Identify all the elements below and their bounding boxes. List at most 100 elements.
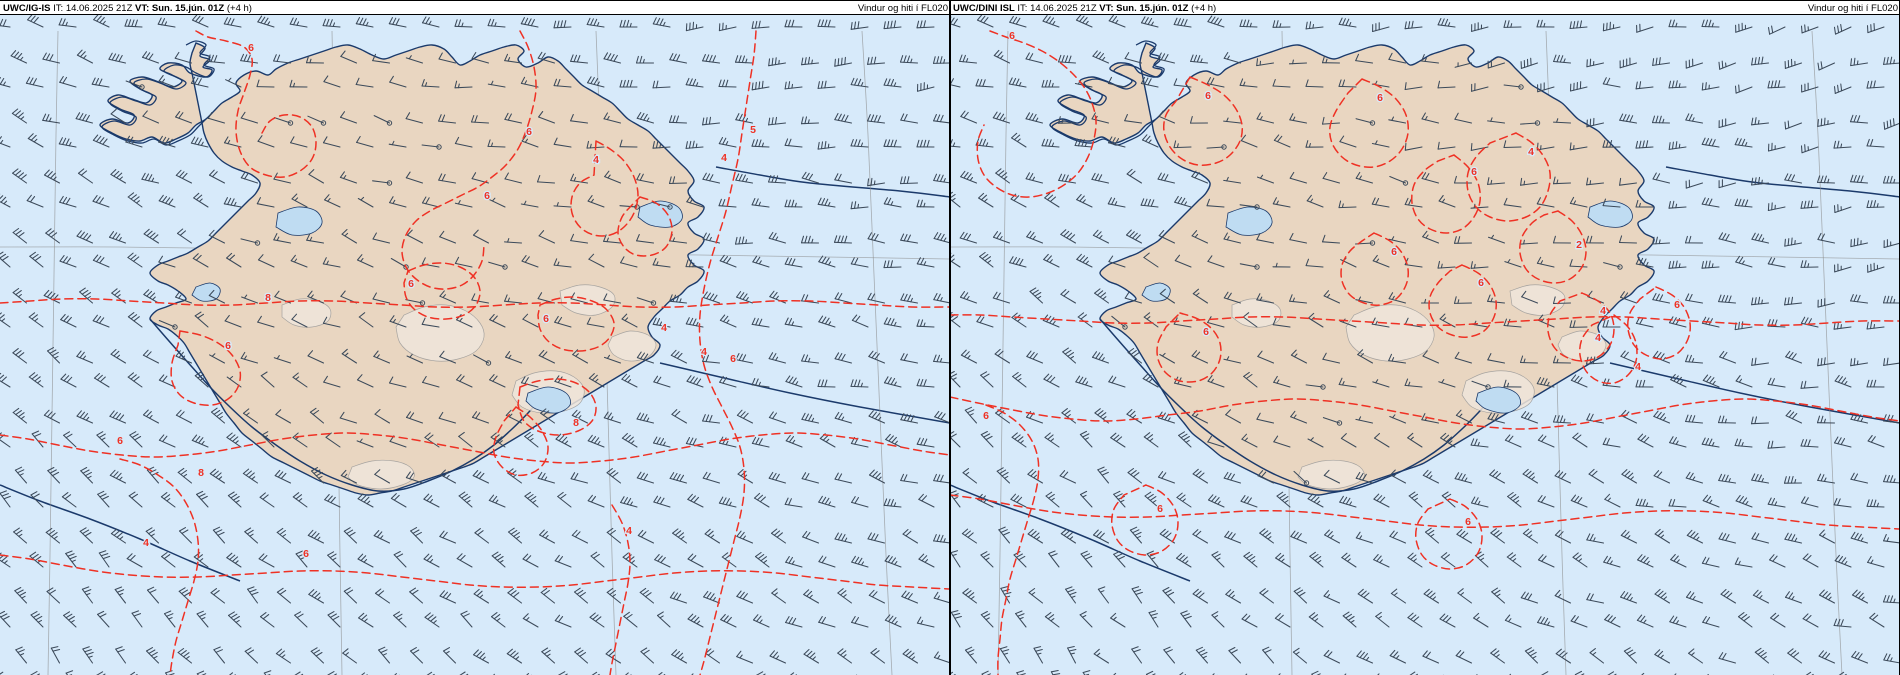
wind-barb-staff [1770,617,1786,628]
wind-barb-half [1761,477,1764,483]
wind-barb-staff [507,531,523,544]
wind-barb-group[interactable] [950,15,1900,675]
wind-barb-full [12,168,19,174]
wind-barb-staff [1043,378,1060,388]
isotherm-line[interactable] [195,30,317,178]
wind-barb-staff [0,615,11,628]
wind-barb-staff [1784,596,1803,604]
wind-barb-staff [1719,62,1737,70]
wind-barb-full [901,590,907,598]
isotherm-line[interactable] [537,296,615,352]
isotherm-line[interactable] [492,405,549,477]
wind-barb-full [522,313,529,320]
wind-barb-calm [1617,264,1623,270]
wind-barb-full [738,236,741,245]
wind-barb-staff [900,419,919,424]
isotherm-line[interactable] [517,378,597,436]
wind-barb-staff [125,80,143,88]
wind-barb-staff [1125,234,1143,244]
wind-barb-full [741,354,747,362]
wind-barb-staff [210,592,226,604]
wind-barb-full [48,589,56,595]
wind-barb-full [47,466,55,472]
wind-barb-full [289,79,293,88]
wind-barb-staff [27,19,44,28]
wind-barb-full [1626,649,1634,655]
wind-barb-full [1060,528,1068,535]
wind-barb-staff [979,256,994,268]
panel-left-uwc-ig-is[interactable]: UWC/IG-IS IT: 14.06.2025 21Z VT: Sun. 15… [0,0,950,675]
wind-barb-full [540,587,548,594]
wind-barb-staff [784,86,803,90]
isotherm-line[interactable] [403,262,481,320]
wind-barb-full [952,612,961,616]
wind-barb-full [1867,434,1873,442]
wind-barb-full [873,56,877,65]
wind-barb-full [65,138,70,146]
wind-barb-half [490,142,494,148]
isotherm-line[interactable] [0,298,950,308]
wind-barb-group[interactable] [0,15,950,675]
wind-barb-full [1639,317,1644,325]
wind-barb-half [672,237,676,242]
wind-barb-full [108,231,115,238]
wind-barb-full [457,19,462,28]
wind-barb-half [182,473,188,478]
wind-barb-staff [421,22,440,28]
isotherm-line[interactable] [170,330,242,406]
wind-barb-staff [803,653,820,664]
isotherm-line[interactable] [119,458,200,675]
wind-barb-full [229,554,236,561]
isotherm-line[interactable] [698,30,757,675]
wind-barb-full [163,554,171,560]
wind-barb-full [754,378,759,386]
wind-barb-staff [834,538,853,544]
wind-barb-half [985,557,990,561]
wind-barb-staff [226,436,242,448]
wind-barb-staff [918,558,935,568]
wind-barb-staff [851,561,869,568]
isotherm-line[interactable] [401,30,537,290]
wind-barb-full [636,111,642,119]
wind-barb-full [1230,533,1236,540]
isotherm-line[interactable] [0,432,950,464]
wind-barb-full [1060,289,1067,295]
wind-barb-full [130,194,137,200]
wind-barb-half [1049,259,1053,264]
wind-barb-full [112,471,119,478]
wind-barb-staff [1097,469,1110,484]
wind-barb-full [636,471,642,479]
wind-barb-full [49,412,56,419]
wind-barb-full [191,15,198,21]
wind-barb-staff [339,116,358,124]
wind-barb-half [1036,295,1042,299]
wind-barb-full [1067,352,1075,357]
wind-barb-full [1147,78,1152,86]
wind-barb-full [1046,255,1052,262]
isotherm-line[interactable] [617,196,673,257]
panel-right-uwc-dini-isl[interactable]: UWC/DINI ISL IT: 14.06.2025 21Z VT: Sun.… [950,0,1900,675]
wind-barb-full [30,671,38,675]
isotherm-group[interactable] [0,30,950,675]
wind-barb-half [1490,117,1493,122]
wind-barb-full [1338,377,1343,386]
isotherm-line[interactable] [0,554,950,590]
wind-barb-full [656,318,661,326]
wind-barb-full [50,232,58,238]
wind-barb-full [49,469,57,474]
wind-barb-staff [900,119,919,124]
wind-barb-full [963,292,969,299]
wind-barb-half [1308,142,1311,148]
wind-barb-full [553,20,557,29]
isotherm-line[interactable] [609,504,631,675]
isotherm-line[interactable] [570,139,639,237]
wind-barb-full [411,589,419,595]
wind-barb-staff [1688,652,1704,664]
wind-barb-full [1362,653,1369,660]
wind-barb-full [1034,291,1042,297]
wind-barb-full [1836,618,1841,627]
